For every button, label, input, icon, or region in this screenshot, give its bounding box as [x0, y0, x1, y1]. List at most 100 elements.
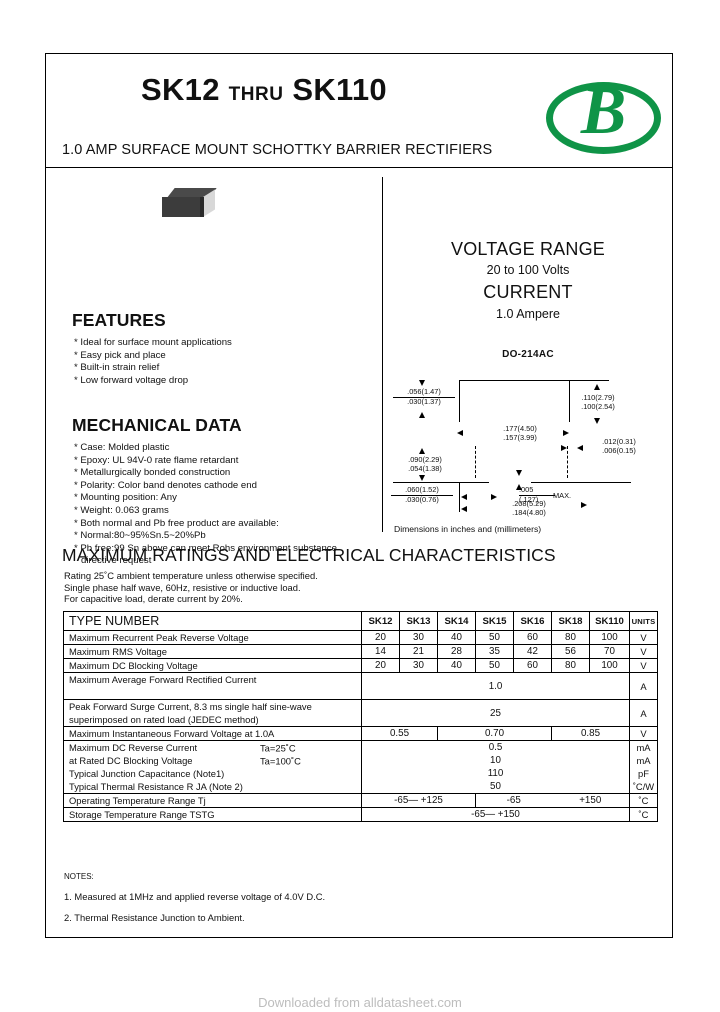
dim-arrow-right — [561, 445, 567, 451]
title-thru: THRU — [228, 84, 284, 105]
cell-value: 0.5 — [361, 740, 630, 754]
cell-value: 56 — [551, 644, 590, 659]
mechanical-data-list: * Case: Molded plastic * Epoxy: UL 94V-0… — [74, 442, 374, 568]
cell-value: 28 — [437, 644, 476, 659]
dim-arrow-right — [563, 430, 569, 436]
dim-arrow-left — [461, 506, 467, 512]
outline-left-edge — [459, 380, 461, 422]
dim-value-min: .030(0.76) — [405, 495, 439, 505]
condition-line: Single phase half wave, 60Hz, resistive … — [64, 581, 301, 593]
datasheet-page: SK12 THRU SK110 B 1.0 AMP SURFACE MOUNT … — [45, 53, 673, 938]
row-label: Maximum DC Reverse Current Ta=25˚C — [63, 740, 362, 754]
header-block: SK12 THRU SK110 B 1.0 AMP SURFACE MOUNT … — [46, 54, 672, 158]
row-label-condition: Ta=100˚C — [260, 755, 301, 766]
current-value: 1.0 Ampere — [496, 307, 560, 321]
row-label: Maximum DC Blocking Voltage — [63, 658, 362, 673]
column-header-part: SK13 — [399, 611, 438, 631]
dim-arrow-left — [461, 494, 467, 500]
cell-units: ˚C — [629, 793, 658, 808]
row-label: Storage Temperature Range TSTG — [63, 807, 362, 822]
table-row: Peak Forward Surge Current, 8.3 ms singl… — [63, 699, 658, 727]
row-label: Maximum RMS Voltage — [63, 644, 362, 659]
cell-value: 80 — [551, 630, 590, 645]
ratings-heading: MAXIMUM RATINGS AND ELECTRICAL CHARACTER… — [62, 545, 556, 565]
dim-value-min: (.127) — [519, 495, 539, 505]
dim-arrow-down — [594, 418, 600, 424]
outline-bottom-edge — [393, 482, 489, 484]
cell-value: 0.55 — [361, 726, 438, 741]
table-row: Maximum Instantaneous Forward Voltage at… — [63, 726, 658, 741]
dim-thickness: .012(0.31) .006(0.15) — [583, 437, 655, 455]
dim-value-min: .100(2.54) — [581, 401, 615, 411]
mechanical-data-heading: MECHANICAL DATA — [72, 415, 242, 435]
cell-value: 25 — [361, 699, 630, 727]
package-outline-drawing: .056(1.47) .030(1.37) .177(4.50) .157(3.… — [391, 372, 671, 517]
cell-value: 30 — [399, 658, 438, 673]
cell-value: +150 — [579, 795, 602, 806]
cell-value: 42 — [513, 644, 552, 659]
list-item: * Pb free:99 Sn above can meet Rohs envi… — [74, 542, 337, 554]
cell-units: pF — [629, 767, 658, 780]
cell-value: 1.0 — [361, 672, 630, 700]
cell-units: A — [629, 672, 658, 700]
cell-units: mA — [629, 754, 658, 767]
package-cathode-band — [200, 197, 204, 217]
cell-value: 14 — [361, 644, 400, 659]
column-header-part: SK12 — [361, 611, 400, 631]
package-code: DO-214AC — [502, 349, 554, 360]
table-row: Typical Thermal Resistance R JA (Note 2)… — [63, 780, 658, 794]
cell-value: 0.85 — [551, 726, 630, 741]
dim-max-suffix: MAX. — [553, 491, 572, 500]
table-row: Typical Junction Capacitance (Note1) 110… — [63, 767, 658, 780]
outline-bottom-left-edge — [459, 482, 461, 512]
dim-value-min: .006(0.15) — [602, 445, 636, 455]
dim-arrow-down — [516, 470, 522, 476]
dim-value-max: .090(2.29) — [408, 455, 442, 464]
title-part-start: SK12 — [141, 72, 220, 107]
dim-arrow-up — [419, 448, 425, 454]
dim-value-max: .056(1.47) — [393, 387, 455, 399]
dim-arrow-down — [419, 475, 425, 481]
column-header-part: SK15 — [475, 611, 514, 631]
condition-line: For capacitive load, derate current by 2… — [64, 593, 243, 605]
cell-value: 40 — [437, 658, 476, 673]
dim-foot: .060(1.52) .030(0.76) — [391, 485, 453, 505]
dim-value-max: .177(4.50) — [503, 424, 537, 433]
notes-section: NOTES: 1. Measured at 1MHz and applied r… — [64, 872, 325, 923]
cell-value: -65— +150 — [361, 807, 630, 822]
list-item: * Weight: 0.063 grams — [74, 504, 169, 516]
voltage-range-label: VOLTAGE RANGE — [451, 239, 605, 259]
outline-top-edge — [459, 380, 571, 382]
cell-units: ˚C — [629, 807, 658, 822]
row-label: at Rated DC Blocking Voltage Ta=100˚C — [63, 754, 362, 767]
current-label: CURRENT — [483, 282, 573, 302]
cell-units: A — [629, 699, 658, 727]
specifications-table: TYPE NUMBER SK12 SK13 SK14 SK15 SK16 SK1… — [63, 611, 658, 822]
column-divider — [382, 177, 383, 532]
table-row — [63, 686, 658, 700]
row-label: Typical Junction Capacitance (Note1) — [63, 767, 362, 780]
cell-units: V — [629, 630, 658, 645]
dim-width: .177(4.50) .157(3.99) — [483, 424, 557, 442]
outline-top-right-edge — [569, 380, 609, 382]
voltage-range-value: 20 to 100 Volts — [486, 263, 570, 277]
table-row: Maximum DC Reverse Current Ta=25˚C 0.5 mA — [63, 740, 658, 754]
dim-value-max: .208(5.29) — [512, 499, 546, 508]
list-item: * Case: Molded plastic — [74, 442, 170, 453]
dim-value-min: .184(4.80) — [512, 507, 546, 517]
cell-value: 35 — [475, 644, 514, 659]
row-label: Typical Thermal Resistance R JA (Note 2) — [63, 780, 362, 794]
page-subtitle: 1.0 AMP SURFACE MOUNT SCHOTTKY BARRIER R… — [62, 142, 493, 158]
dim-right-height: .110(2.79) .100(2.54) — [561, 393, 635, 411]
row-label: Maximum Average Forward Rectified Curren… — [63, 672, 362, 686]
cell-value: 60 — [513, 630, 552, 645]
dimension-note: Dimensions in inches and (millimeters) — [394, 524, 542, 534]
page-title: SK12 THRU SK110 — [141, 72, 387, 108]
dim-value-min: .030(1.37) — [407, 397, 441, 407]
cell-value: 70 — [589, 644, 630, 659]
column-header-part: SK14 — [437, 611, 476, 631]
mid-section: FEATURES * Ideal for surface mount appli… — [46, 167, 672, 566]
cell-value: -65 — [506, 795, 521, 806]
list-item: * Metallurgically bonded construction — [74, 467, 231, 479]
cell-units: V — [629, 644, 658, 659]
